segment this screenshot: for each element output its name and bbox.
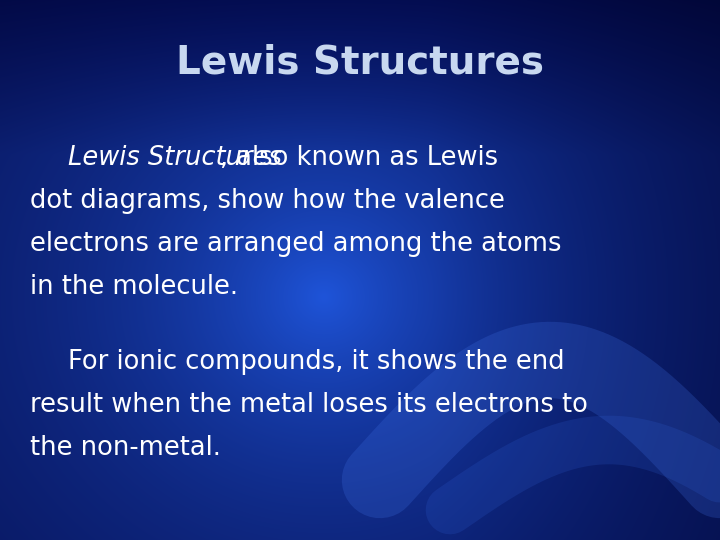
Text: For ionic compounds, it shows the end: For ionic compounds, it shows the end [68, 349, 564, 375]
Text: Lewis Structures: Lewis Structures [176, 43, 544, 81]
Text: result when the metal loses its electrons to: result when the metal loses its electron… [30, 392, 588, 418]
Text: electrons are arranged among the atoms: electrons are arranged among the atoms [30, 231, 562, 257]
Text: the non-metal.: the non-metal. [30, 435, 221, 461]
Text: dot diagrams, show how the valence: dot diagrams, show how the valence [30, 188, 505, 214]
Text: Lewis Structures: Lewis Structures [68, 145, 282, 171]
Text: , also known as Lewis: , also known as Lewis [220, 145, 498, 171]
Text: in the molecule.: in the molecule. [30, 274, 238, 300]
